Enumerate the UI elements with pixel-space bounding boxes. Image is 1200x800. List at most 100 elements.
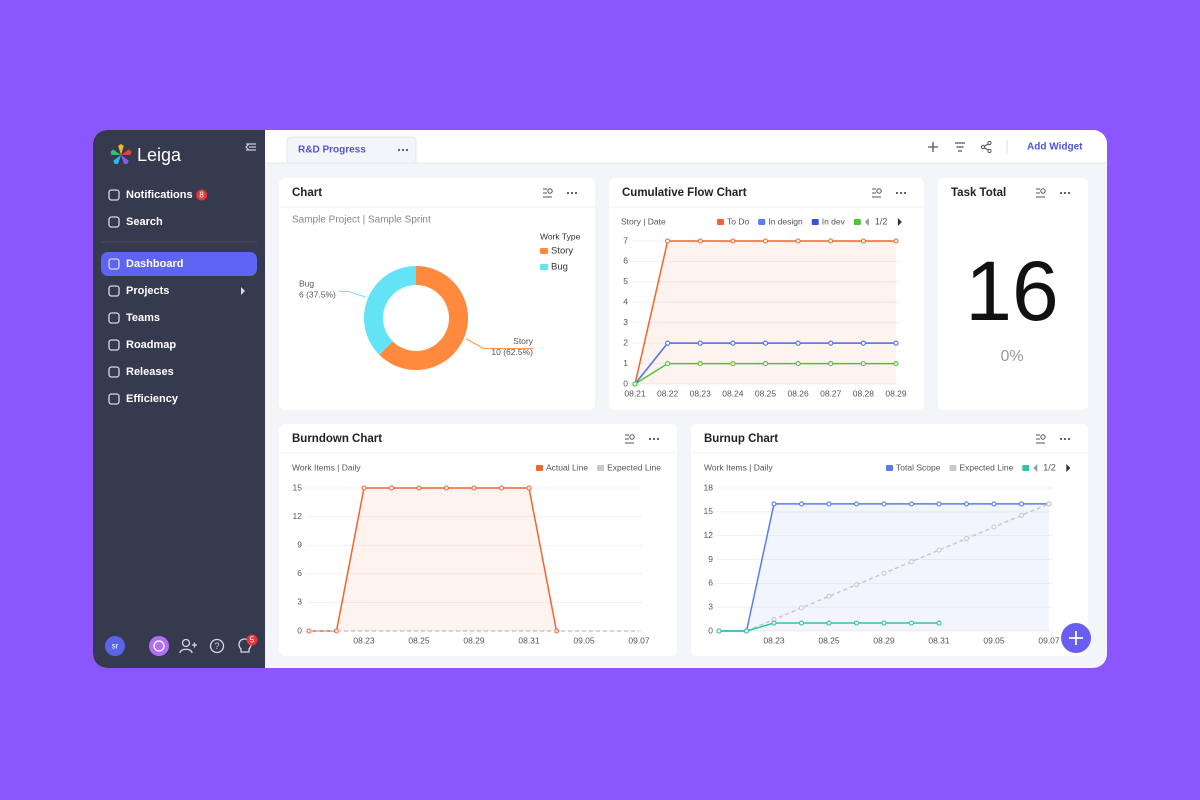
x-tick-label: 08.29 <box>463 635 485 645</box>
add-widget[interactable]: Add Widget <box>1027 142 1083 153</box>
leader-line <box>339 290 367 298</box>
assistant-icon[interactable] <box>149 636 169 656</box>
widget-settings-icon[interactable] <box>1036 434 1045 444</box>
page-prev[interactable] <box>1033 464 1038 472</box>
y-tick-label: 2 <box>623 337 628 347</box>
nav-item[interactable]: Dashboard <box>126 258 183 270</box>
data-point <box>795 361 801 367</box>
data-point <box>991 501 997 507</box>
nav-item[interactable]: Efficiency <box>126 393 179 405</box>
nav-icon <box>108 312 120 324</box>
nav-item[interactable]: Projects <box>126 285 169 297</box>
y-tick-label: 3 <box>623 317 628 327</box>
data-point <box>730 340 736 346</box>
widget-settings-dot <box>1040 188 1046 194</box>
widget-settings-icon[interactable] <box>1036 188 1045 198</box>
data-point <box>443 485 450 491</box>
page-prev[interactable] <box>864 218 869 226</box>
slice-value-label: 10 (62.5%) <box>491 347 533 357</box>
widget-settings-dot <box>876 188 882 194</box>
widget-settings-icon[interactable] <box>625 434 634 444</box>
more-dot <box>1063 191 1067 195</box>
nav-icon <box>108 258 120 270</box>
x-tick-label: 08.25 <box>408 635 430 645</box>
y-tick-label: 7 <box>623 235 628 245</box>
collapse-icon[interactable] <box>245 143 256 151</box>
series-area <box>309 488 557 631</box>
data-point <box>716 628 722 634</box>
x-tick-label: 08.27 <box>820 388 842 398</box>
nav-active <box>101 252 257 276</box>
more-dot <box>397 148 401 152</box>
data-point <box>936 501 942 507</box>
data-point <box>991 524 997 530</box>
y-tick-label: 1 <box>623 358 628 368</box>
y-tick-label: 6 <box>708 578 713 588</box>
tips-icon[interactable] <box>238 638 252 653</box>
data-point <box>1046 501 1052 507</box>
page-next[interactable] <box>1066 464 1071 472</box>
more-dot <box>1067 191 1071 195</box>
data-point <box>963 501 970 507</box>
x-tick-label: 08.25 <box>755 388 777 398</box>
widget-card <box>938 178 1088 410</box>
x-tick-label: 08.22 <box>657 388 679 398</box>
logo-mark <box>118 144 124 155</box>
more-dot <box>1059 191 1063 195</box>
x-tick-label: 08.23 <box>690 388 712 398</box>
invite-icon[interactable] <box>181 638 191 648</box>
legend-swatch <box>540 248 548 254</box>
data-point <box>730 361 736 367</box>
help-icon[interactable] <box>209 638 225 654</box>
x-tick-label: 08.24 <box>722 388 744 398</box>
data-point <box>893 238 899 244</box>
widget-settings-icon[interactable] <box>872 188 881 198</box>
page-next[interactable] <box>897 218 902 226</box>
nav-item[interactable]: Teams <box>126 312 160 324</box>
legend-label: Expected Line <box>959 462 1013 472</box>
more-dot <box>899 191 903 195</box>
data-point <box>526 485 532 491</box>
data-point <box>826 501 832 507</box>
nav-item[interactable]: Releases <box>126 366 174 378</box>
x-tick-label: 08.29 <box>885 388 907 398</box>
data-point <box>853 501 860 507</box>
series-area <box>635 241 896 384</box>
sidebar <box>93 130 265 668</box>
logo-mark <box>113 155 121 165</box>
y-tick-label: 9 <box>297 539 302 549</box>
add-icon[interactable] <box>928 142 938 152</box>
nav-item[interactable]: Roadmap <box>126 339 176 351</box>
series-line <box>746 503 1050 632</box>
data-point <box>893 361 899 367</box>
data-point <box>697 238 703 244</box>
data-point <box>963 535 970 542</box>
avatar-initials: sr <box>112 642 119 651</box>
share-node <box>987 140 992 146</box>
pie-slice <box>364 266 416 355</box>
y-tick-label: 0 <box>623 378 628 388</box>
x-tick-label: 08.25 <box>818 635 840 645</box>
slice-value-label: 6 (37.5%) <box>299 290 336 300</box>
data-point <box>1018 501 1025 507</box>
filter-icon[interactable] <box>955 142 965 152</box>
y-tick-label: 15 <box>704 506 714 516</box>
y-tick-label: 18 <box>704 482 714 492</box>
widget-settings-icon[interactable] <box>543 188 552 198</box>
data-point <box>1018 512 1025 518</box>
x-tick-label: 08.23 <box>353 635 375 645</box>
tab-label: R&D Progress <box>298 145 366 156</box>
data-point <box>860 238 866 244</box>
y-tick-label: 6 <box>623 256 628 266</box>
x-tick-label: 08.31 <box>518 635 540 645</box>
legend-swatch <box>717 219 724 225</box>
legend-swatch <box>597 465 605 471</box>
tab[interactable] <box>286 136 417 164</box>
legend-swatch <box>1022 465 1030 471</box>
help-glyph: ? <box>214 641 219 651</box>
logo-mark <box>110 149 121 155</box>
y-tick-label: 12 <box>704 530 714 540</box>
widget-title: Cumulative Flow Chart <box>622 187 747 199</box>
